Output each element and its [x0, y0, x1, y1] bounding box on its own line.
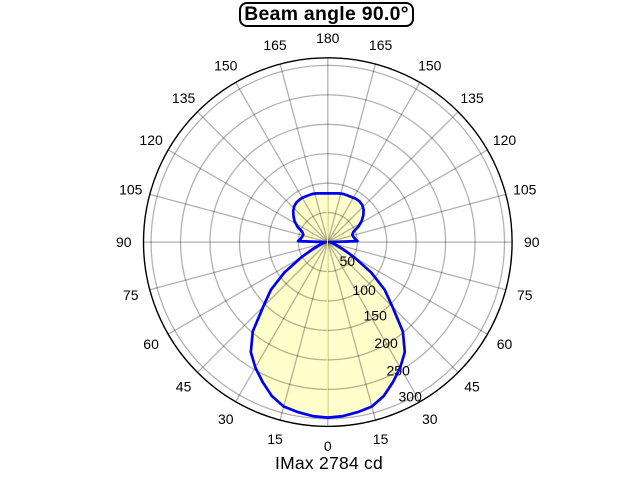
svg-text:60: 60: [497, 336, 513, 352]
svg-text:165: 165: [263, 37, 287, 53]
svg-text:135: 135: [460, 90, 484, 106]
svg-text:30: 30: [422, 411, 438, 427]
svg-text:15: 15: [267, 431, 283, 447]
svg-text:150: 150: [214, 57, 238, 73]
svg-text:120: 120: [493, 132, 517, 148]
svg-text:120: 120: [139, 132, 163, 148]
svg-text:135: 135: [172, 90, 196, 106]
svg-text:150: 150: [364, 308, 388, 324]
svg-text:75: 75: [517, 287, 533, 303]
svg-text:45: 45: [464, 378, 480, 394]
svg-text:90: 90: [524, 234, 540, 250]
svg-text:105: 105: [513, 181, 537, 197]
svg-text:300: 300: [399, 389, 423, 405]
svg-text:50: 50: [340, 253, 356, 269]
svg-text:IMax 2784 cd: IMax 2784 cd: [275, 453, 383, 473]
svg-text:165: 165: [369, 37, 393, 53]
svg-text:15: 15: [373, 431, 389, 447]
svg-text:180: 180: [316, 30, 340, 46]
svg-text:30: 30: [218, 411, 234, 427]
svg-text:45: 45: [176, 378, 192, 394]
svg-text:0: 0: [324, 438, 332, 454]
svg-text:90: 90: [116, 234, 132, 250]
svg-text:75: 75: [123, 287, 139, 303]
svg-text:200: 200: [374, 335, 398, 351]
svg-text:150: 150: [418, 57, 442, 73]
svg-text:105: 105: [119, 181, 143, 197]
svg-text:60: 60: [143, 336, 159, 352]
svg-text:100: 100: [352, 282, 376, 298]
